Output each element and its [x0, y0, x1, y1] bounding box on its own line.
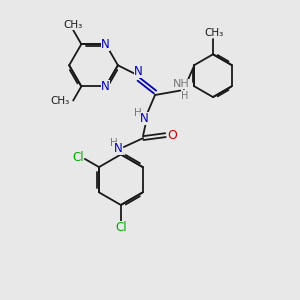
Text: N: N [101, 38, 110, 51]
Text: H: H [110, 138, 117, 148]
Text: N: N [101, 80, 110, 93]
Text: Cl: Cl [115, 221, 127, 234]
Text: Cl: Cl [73, 151, 84, 164]
Text: N: N [140, 112, 149, 125]
Text: N: N [114, 142, 123, 155]
Text: O: O [167, 129, 177, 142]
Text: N: N [134, 65, 143, 78]
Text: CH₃: CH₃ [64, 20, 83, 30]
Text: H: H [181, 91, 188, 101]
Text: H: H [134, 108, 142, 118]
Text: CH₃: CH₃ [50, 96, 69, 106]
Text: CH₃: CH₃ [205, 28, 224, 38]
Text: NH: NH [172, 79, 189, 89]
